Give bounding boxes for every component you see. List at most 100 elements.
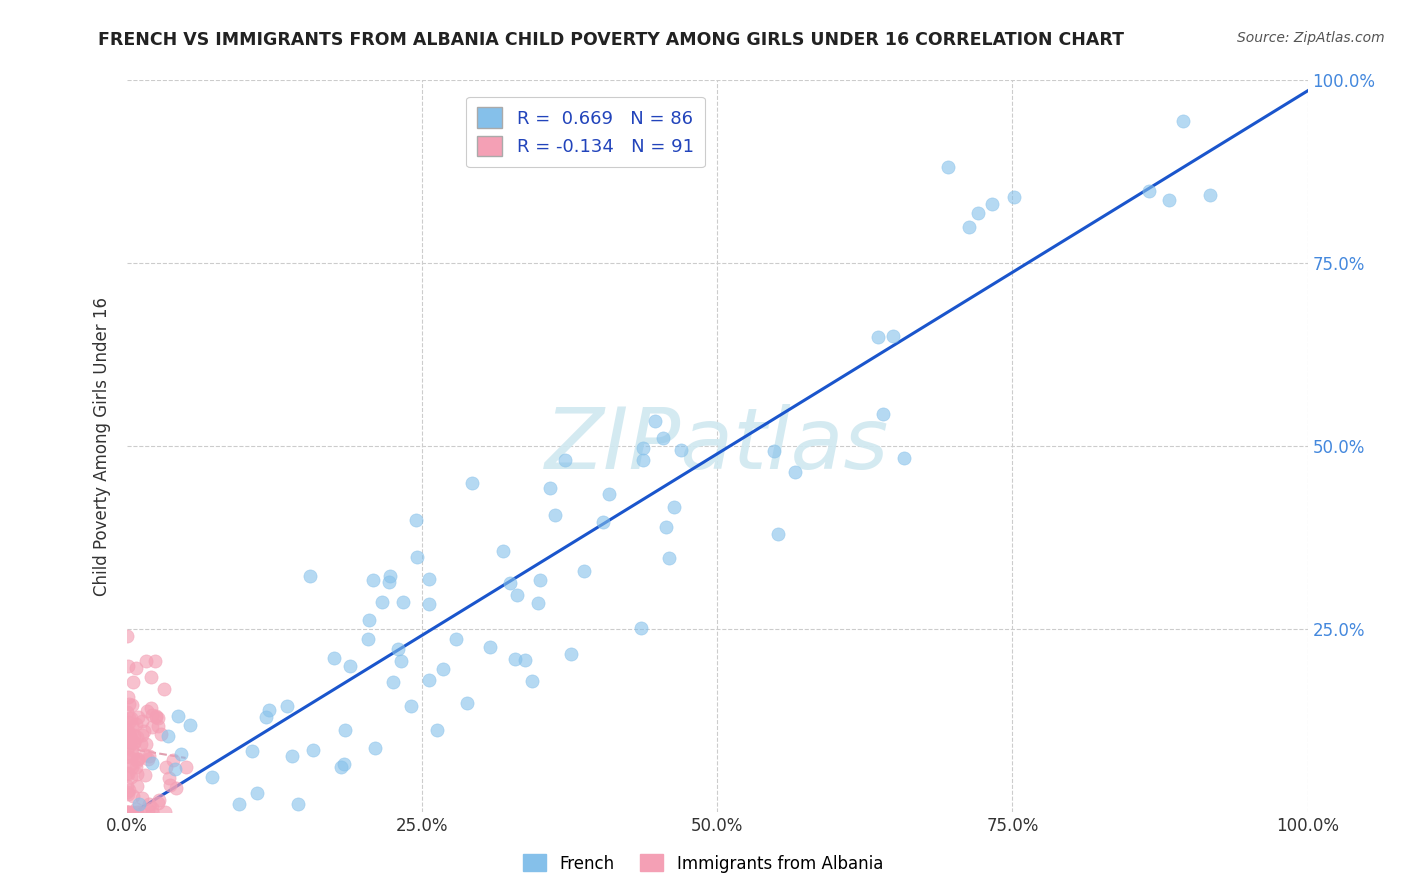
Point [125, 760, 148, 774]
Point [658, 550, 681, 565]
Point [378, 575, 401, 590]
Point [323, 650, 346, 665]
Point [115, 749, 138, 764]
Point [146, 719, 169, 733]
Point [155, 805, 177, 819]
Point [143, 654, 166, 668]
Point [117, 735, 139, 749]
Text: FRENCH VS IMMIGRANTS FROM ALBANIA CHILD POVERTY AMONG GIRLS UNDER 16 CORRELATION: FRENCH VS IMMIGRANTS FROM ALBANIA CHILD … [98, 31, 1125, 49]
Point [125, 661, 148, 675]
Point [141, 670, 163, 684]
Point [155, 760, 177, 774]
Point [333, 723, 356, 738]
Point [136, 704, 159, 718]
Point [370, 595, 392, 609]
Point [120, 770, 142, 784]
Point [128, 797, 150, 812]
Point [148, 711, 170, 725]
Point [118, 783, 141, 797]
Point [513, 653, 536, 667]
Point [141, 756, 163, 771]
Point [167, 709, 190, 723]
Text: Source: ZipAtlas.com: Source: ZipAtlas.com [1237, 31, 1385, 45]
Point [120, 728, 142, 742]
Point [157, 771, 180, 785]
Point [125, 717, 148, 731]
Point [240, 744, 263, 758]
Point [150, 727, 173, 741]
Point [145, 710, 167, 724]
Point [118, 714, 141, 729]
Point [339, 658, 361, 673]
Point [957, 220, 980, 235]
Point [936, 160, 959, 174]
Point [131, 791, 153, 805]
Point [118, 729, 141, 743]
Point [117, 724, 139, 739]
Point [280, 749, 302, 764]
Point [141, 805, 163, 819]
Point [966, 206, 988, 220]
Point [127, 710, 149, 724]
Point [134, 724, 156, 739]
Point [115, 805, 138, 819]
Point [505, 652, 527, 666]
Point [432, 662, 454, 676]
Legend: French, Immigrants from Albania: French, Immigrants from Albania [516, 847, 890, 880]
Point [127, 752, 149, 766]
Point [141, 800, 163, 814]
Point [499, 576, 522, 591]
Point [866, 329, 889, 343]
Point [128, 805, 150, 819]
Point [1002, 190, 1025, 204]
Point [125, 766, 148, 780]
Point [378, 568, 401, 582]
Point [121, 743, 143, 757]
Point [117, 785, 139, 799]
Point [479, 640, 502, 655]
Point [115, 725, 138, 739]
Point [529, 573, 551, 587]
Point [444, 632, 467, 646]
Point [159, 778, 181, 792]
Point [389, 654, 412, 668]
Point [882, 329, 904, 343]
Point [118, 805, 141, 819]
Point [492, 544, 515, 558]
Point [117, 739, 139, 754]
Point [201, 770, 224, 784]
Point [330, 760, 353, 774]
Point [655, 520, 678, 534]
Point [134, 747, 156, 762]
Point [766, 527, 789, 541]
Point [301, 742, 323, 756]
Point [121, 698, 143, 712]
Point [460, 475, 482, 490]
Point [783, 465, 806, 479]
Text: ZIPatlas: ZIPatlas [546, 404, 889, 488]
Point [405, 550, 427, 565]
Point [163, 762, 186, 776]
Point [538, 481, 561, 495]
Point [124, 802, 146, 816]
Point [141, 720, 163, 734]
Point [135, 737, 157, 751]
Point [121, 759, 143, 773]
Point [122, 735, 145, 749]
Point [405, 513, 427, 527]
Point [506, 588, 529, 602]
Point [117, 731, 139, 745]
Point [165, 780, 187, 795]
Point [631, 452, 654, 467]
Point [179, 717, 201, 731]
Point [418, 572, 440, 586]
Point [120, 711, 142, 725]
Point [174, 760, 197, 774]
Point [118, 698, 141, 712]
Point [115, 779, 138, 793]
Point [356, 632, 378, 646]
Y-axis label: Child Poverty Among Girls Under 16: Child Poverty Among Girls Under 16 [93, 296, 111, 596]
Point [333, 757, 356, 772]
Point [125, 805, 148, 819]
Point [1137, 184, 1160, 198]
